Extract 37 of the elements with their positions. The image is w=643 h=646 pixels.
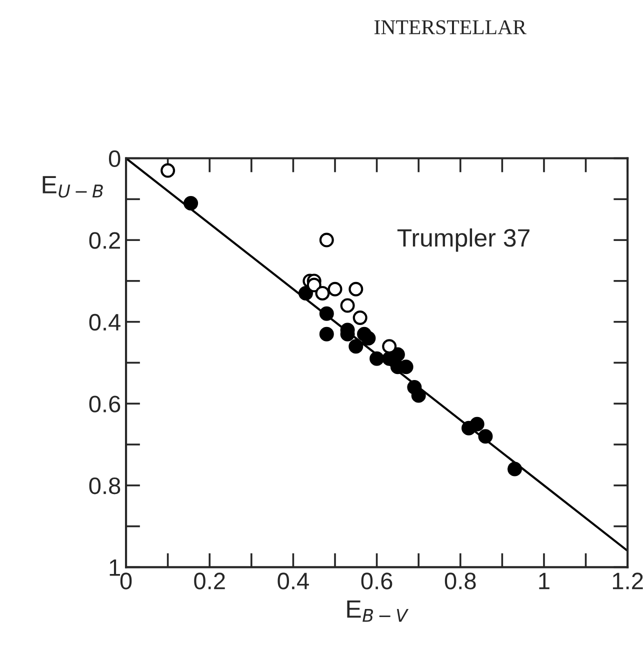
y-tick-label: 0 (108, 150, 120, 168)
point (184, 196, 198, 211)
x-tick-label: 0.8 (444, 572, 476, 590)
point (382, 339, 397, 354)
x-tick-label: 0.4 (278, 572, 309, 590)
point (478, 429, 493, 444)
x-tick-label: 0.6 (361, 572, 392, 590)
y-tick-label: 1 (110, 560, 120, 576)
y-axis-title: E$_{U−B}$ (42, 176, 103, 198)
point (370, 351, 384, 366)
point (319, 326, 334, 342)
point (160, 163, 176, 178)
annotation: Trumpler 37 (397, 228, 530, 252)
point (411, 388, 426, 403)
y-tick-label: 0.4 (89, 314, 120, 331)
point (352, 310, 368, 326)
y-tick-label: 0.8 (89, 477, 120, 494)
point (340, 298, 355, 313)
point (348, 282, 364, 296)
y-tick-label: 0.6 (89, 396, 120, 412)
point (298, 286, 313, 300)
point (319, 306, 334, 321)
point (507, 462, 522, 476)
point (470, 416, 484, 432)
x-tick-label: 1 (539, 572, 550, 590)
point (319, 232, 334, 248)
x-tick-label: 0.2 (194, 572, 225, 590)
point (348, 339, 364, 354)
x-tick-label: 1.2 (612, 572, 643, 590)
point (361, 330, 376, 346)
text: INTERSTELLAR (374, 20, 526, 34)
point (306, 278, 322, 292)
point (315, 286, 330, 300)
x-axis-title: E$_{B−V}$ (347, 600, 409, 622)
point (328, 282, 342, 296)
y-tick-label: 0.2 (89, 232, 120, 249)
x-tick-label: 0 (120, 572, 132, 590)
